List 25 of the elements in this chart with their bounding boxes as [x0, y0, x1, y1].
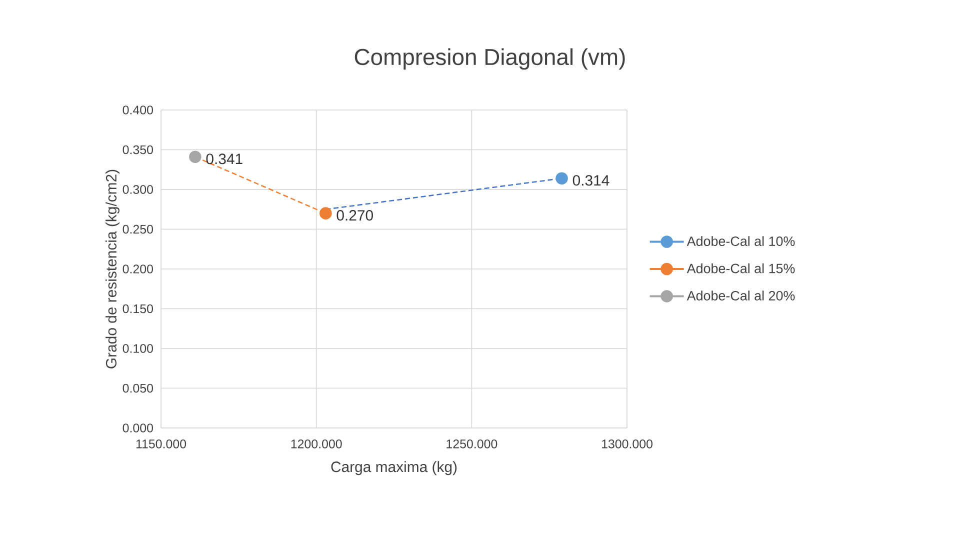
legend-label: Adobe-Cal al 20% — [686, 290, 795, 300]
x-tick-label: 1250.000 — [446, 440, 498, 448]
x-tick-label: 1150.000 — [136, 440, 186, 448]
x-axis-title: Carga maxima (kg) — [331, 461, 457, 476]
y-tick-label: 0.100 — [122, 344, 153, 353]
y-tick-label: 0.150 — [122, 304, 153, 314]
data-label: 0.270 — [336, 210, 373, 221]
point — [189, 150, 202, 164]
data-label: 0.314 — [572, 175, 610, 186]
y-tick-label: 0.300 — [122, 185, 153, 194]
y-tick-label: 0.050 — [122, 384, 153, 393]
point — [556, 172, 568, 185]
legend-label: Adobe-Cal al 10% — [686, 236, 795, 246]
legend-label: Adobe-Cal al 15% — [686, 263, 795, 274]
y-tick-label: 0.200 — [122, 264, 153, 274]
y-tick-label: 0.350 — [122, 145, 153, 154]
y-tick-label: 0.250 — [122, 224, 153, 234]
data-label: 0.341 — [206, 154, 242, 164]
chart-title: Compresion Diagonal (vm) — [354, 48, 625, 70]
x-tick-label: 1200.000 — [291, 440, 342, 448]
y-axis-title: Grado de resistencia (kg/cm2) — [106, 170, 120, 368]
y-tick-label: 0.400 — [122, 106, 153, 114]
y-tick-label: 0.000 — [122, 424, 153, 432]
point — [320, 207, 332, 220]
x-tick-label: 1300.000 — [602, 440, 652, 448]
